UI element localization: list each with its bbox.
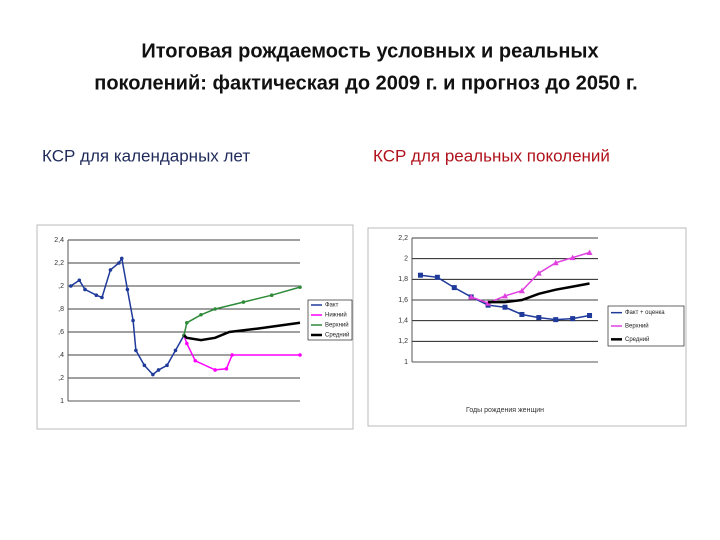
y-tick-label: 1,2 [398, 338, 408, 345]
point [241, 300, 246, 304]
legend-label: Верхний [325, 322, 349, 329]
point [434, 274, 440, 280]
legend-label: Нижний [325, 312, 347, 319]
y-tick-label: 2,2 [54, 260, 64, 267]
point [230, 353, 234, 357]
y-tick-label: 2,4 [54, 237, 64, 244]
point [468, 293, 475, 300]
point [519, 311, 525, 317]
point [586, 249, 593, 255]
y-tick-label: ,6 [58, 329, 64, 336]
point [553, 317, 559, 323]
slide-title: поколений: фактическая до 2009 г. и прог… [94, 72, 637, 94]
point [100, 295, 104, 300]
legend-label: Средний [625, 336, 649, 343]
point [569, 254, 576, 261]
point [417, 272, 423, 278]
legend-box [307, 299, 353, 341]
y-tick-label: ,2 [58, 283, 64, 290]
point [269, 293, 274, 298]
y-tick-label: 2,2 [398, 235, 408, 242]
point [83, 287, 87, 292]
point [142, 363, 147, 368]
point [94, 293, 99, 298]
legend-label: Факт + оценка [625, 310, 665, 316]
point [131, 318, 135, 323]
point [117, 261, 121, 265]
point [213, 368, 217, 372]
y-tick-label: 1,8 [398, 276, 408, 283]
point [77, 278, 82, 283]
legend-label: Средний [325, 332, 349, 339]
y-tick-label: 1,6 [398, 297, 408, 304]
point [224, 367, 229, 371]
y-tick-label: 1 [60, 398, 64, 405]
y-tick-label: ,2 [58, 375, 64, 382]
y-tick-label: 2 [404, 256, 408, 263]
series-line [183, 321, 301, 342]
series-line [488, 282, 590, 304]
point [151, 372, 155, 377]
point [165, 363, 169, 368]
point [119, 256, 124, 261]
point [213, 307, 217, 311]
point [451, 285, 457, 291]
x-axis-title: Годы рождения женщин [466, 407, 544, 414]
point [298, 285, 302, 289]
chart-heading: КСР для реальных поколений [373, 146, 610, 165]
point [587, 313, 593, 318]
point [536, 315, 542, 321]
point [570, 316, 576, 322]
point [502, 304, 508, 310]
point [156, 368, 161, 372]
chart-frame [36, 224, 354, 430]
legend-label: Верхний [625, 323, 649, 330]
point [193, 358, 198, 363]
point [185, 321, 189, 325]
point [518, 287, 525, 294]
point [108, 268, 113, 272]
y-tick-label: 1,4 [398, 318, 408, 325]
point [69, 284, 73, 288]
point [125, 287, 130, 292]
point [298, 353, 302, 357]
legend-label: Факт [325, 303, 339, 309]
point [199, 312, 203, 317]
point [485, 300, 492, 306]
point [134, 348, 138, 353]
point [173, 348, 178, 353]
chart-heading: КСР для календарных лет [42, 146, 250, 165]
point [185, 341, 189, 346]
slide-title: Итоговая рождаемость условных и реальных [141, 40, 598, 62]
y-tick-label: ,4 [58, 352, 64, 359]
y-tick-label: 1 [404, 359, 408, 366]
point [535, 270, 542, 276]
point [502, 292, 508, 299]
point [552, 259, 559, 266]
y-tick-label: ,8 [58, 306, 64, 313]
